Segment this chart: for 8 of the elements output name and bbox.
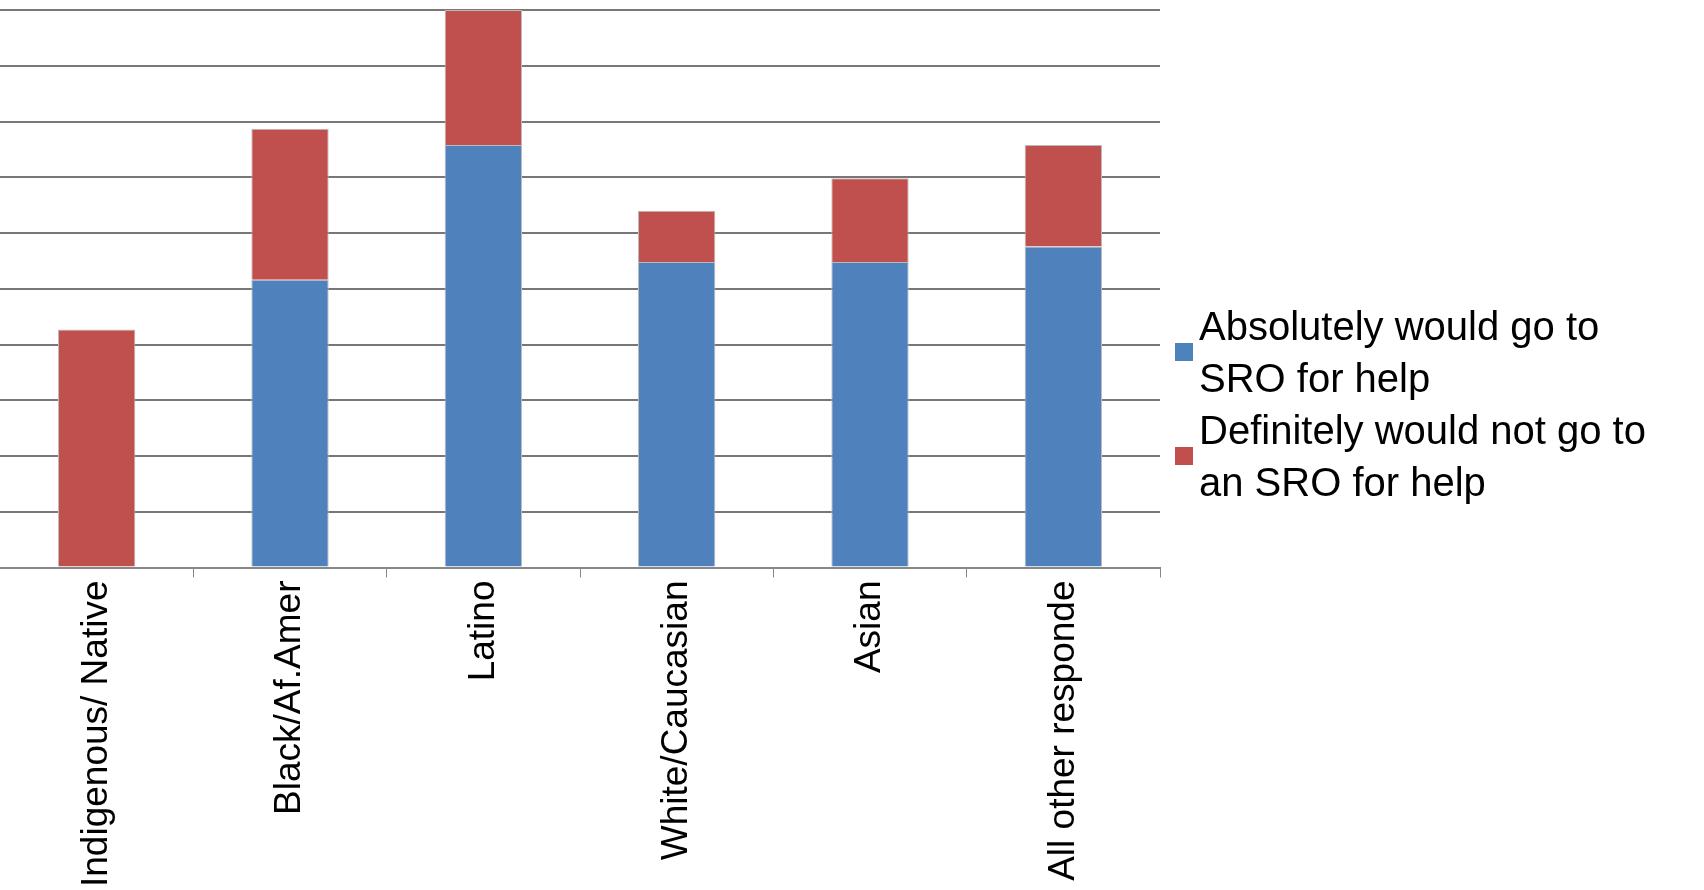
legend-label: Absolutely would go to SRO for help (1199, 303, 1601, 402)
legend-label: Definitely would not go to an SRO for help (1199, 407, 1647, 506)
x-tick-label: Latino (460, 580, 502, 682)
x-tick-label: All other responde (1040, 580, 1082, 881)
x-tick-label: Black/Af.Amer (267, 580, 309, 815)
x-tick-label: Indigenous/ Native (73, 580, 115, 888)
x-tick-label: Asian (847, 580, 889, 674)
x-tick-label: White/Caucasian (653, 580, 695, 861)
